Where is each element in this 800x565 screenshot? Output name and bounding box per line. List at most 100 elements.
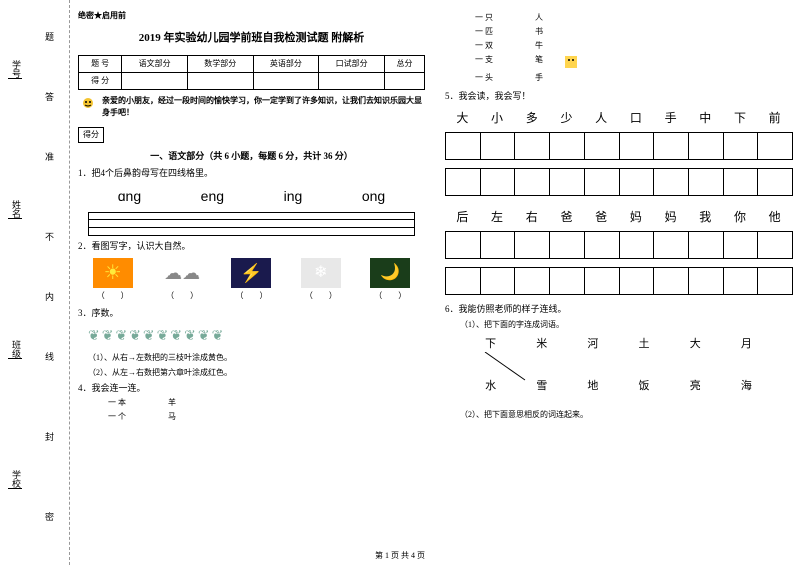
q3-1: （1）、从右→左数把的三枝叶涂成黄色。 [88, 352, 415, 364]
pic-label: （ ） [231, 290, 271, 302]
pair-row: 一 双牛 [475, 40, 762, 52]
td [253, 72, 319, 89]
char: 大 [445, 107, 480, 129]
cw: 下 [485, 336, 496, 353]
intro-body: 亲爱的小朋友，经过一段时间的愉快学习，你一定学到了许多知识，让我们去知识乐园大显… [102, 96, 422, 117]
pic-label: （ ） [301, 290, 341, 302]
pair-row: 一 匹书 [475, 26, 762, 38]
right-column: 一 只人 一 匹书 一 双牛 一 支笔 一 头手 5．我会读，我会写！ 大小多少… [445, 10, 792, 555]
pair-a: 一 个 [108, 411, 168, 423]
cw: 水 [485, 378, 496, 395]
q6: 6．我能仿照老师的样子连线。 [445, 303, 792, 317]
seal-char: 题 [45, 30, 54, 43]
char: 他 [757, 206, 792, 228]
th: 总分 [384, 55, 424, 72]
q3-2: （2）、从左→右数把第六章叶涂成红色。 [88, 367, 415, 379]
cw: 河 [587, 336, 598, 353]
pair-row: 一 头手 [475, 72, 762, 84]
cw: 月 [741, 336, 752, 353]
q1: 1．把4个后鼻韵母写在四线格里。 [78, 167, 425, 181]
char-header-row: 后左右爸爸妈妈我你他 [445, 206, 792, 228]
label-school: 学校 [10, 470, 23, 488]
pic-snow: ❄（ ） [301, 258, 341, 302]
pic-cloud: ☁☁（ ） [162, 258, 202, 302]
char-header-row: 大小多少人口手中下前 [445, 107, 792, 129]
cw: 亮 [690, 378, 701, 395]
char: 多 [514, 107, 549, 129]
pinyin: ing [284, 186, 303, 207]
char: 妈 [653, 206, 688, 228]
td [187, 72, 253, 89]
page-footer: 第 1 页 共 4 页 [375, 550, 425, 561]
char-box-row [445, 231, 792, 259]
char-box-row [445, 267, 792, 295]
label-id: 学号 [10, 60, 23, 78]
pair-a: 一 只 [475, 12, 535, 24]
binding-margin: 学号 姓名 班级 学校 题 答 准 不 内 线 封 密 [0, 0, 70, 565]
leaf-row: ❦❦❦❦❦❦❦❦❦❦ [88, 326, 415, 347]
seal-char: 答 [45, 90, 54, 103]
q6-1: （1）、把下面的字连成词语。 [460, 319, 782, 331]
section-1-header: 一、语文部分（共 6 小题，每题 6 分，共计 36 分） [78, 150, 425, 164]
pic-lightning: ⚡（ ） [231, 258, 271, 302]
cw: 米 [536, 336, 547, 353]
pic-moon: 🌙（ ） [370, 258, 410, 302]
label-class: 班级 [10, 340, 23, 358]
pair-b: 马 [168, 411, 176, 423]
seal-char: 准 [45, 150, 54, 163]
char: 后 [445, 206, 480, 228]
pair-row: 一 支笔 [475, 54, 762, 70]
q2: 2．看图写字，认识大自然。 [78, 240, 425, 254]
q5: 5．我会读，我会写！ [445, 90, 792, 104]
left-column: 绝密★启用前 2019 年实验幼儿园学前班自我检测试题 附解析 题 号 语文部分… [78, 10, 425, 555]
score-table: 题 号 语文部分 数学部分 英语部分 口试部分 总分 得 分 [78, 55, 425, 90]
connect-bot: 水雪地饭亮海 [465, 378, 772, 395]
line [8, 488, 22, 489]
td [122, 72, 188, 89]
pair-b: 人 [535, 12, 543, 24]
cw: 雪 [536, 378, 547, 395]
cw: 土 [639, 336, 650, 353]
cw: 大 [690, 336, 701, 353]
pair-b: 牛 [535, 40, 543, 52]
mascot-icon [78, 95, 98, 115]
pair-a: 一 本 [108, 397, 168, 409]
pic-label: （ ） [162, 290, 202, 302]
pair-b: 羊 [168, 397, 176, 409]
pic-sun: ☀（ ） [93, 258, 133, 302]
connect-top: 下米河土大月 [465, 336, 772, 353]
th: 口试部分 [319, 55, 385, 72]
q4: 4．我会连一连。 [78, 382, 425, 396]
char-box-row [445, 132, 792, 160]
td [384, 72, 424, 89]
pair-row: 一 本羊 [108, 397, 395, 409]
char: 左 [480, 206, 515, 228]
intro-text: 亲爱的小朋友，经过一段时间的愉快学习，你一定学到了许多知识，让我们去知识乐园大显… [78, 95, 425, 119]
cw: 地 [587, 378, 598, 395]
seal-char: 封 [45, 430, 54, 443]
td [319, 72, 385, 89]
cw: 饭 [639, 378, 650, 395]
char: 爸 [549, 206, 584, 228]
char: 少 [549, 107, 584, 129]
pair-b: 笔 [535, 54, 543, 70]
secrecy-tag: 绝密★启用前 [78, 10, 425, 22]
score-box: 得分 [78, 127, 104, 143]
char: 中 [688, 107, 723, 129]
char: 小 [480, 107, 515, 129]
seal-char: 内 [45, 290, 54, 303]
char: 我 [688, 206, 723, 228]
char-box-row [445, 168, 792, 196]
pair-b: 手 [535, 72, 543, 84]
pic-label: （ ） [93, 290, 133, 302]
th: 语文部分 [122, 55, 188, 72]
th: 数学部分 [187, 55, 253, 72]
pic-label: （ ） [370, 290, 410, 302]
char: 下 [723, 107, 758, 129]
char: 人 [584, 107, 619, 129]
seal-char: 线 [45, 350, 54, 363]
th: 题 号 [79, 55, 122, 72]
pair-a: 一 双 [475, 40, 535, 52]
line [8, 218, 22, 219]
char: 口 [619, 107, 654, 129]
